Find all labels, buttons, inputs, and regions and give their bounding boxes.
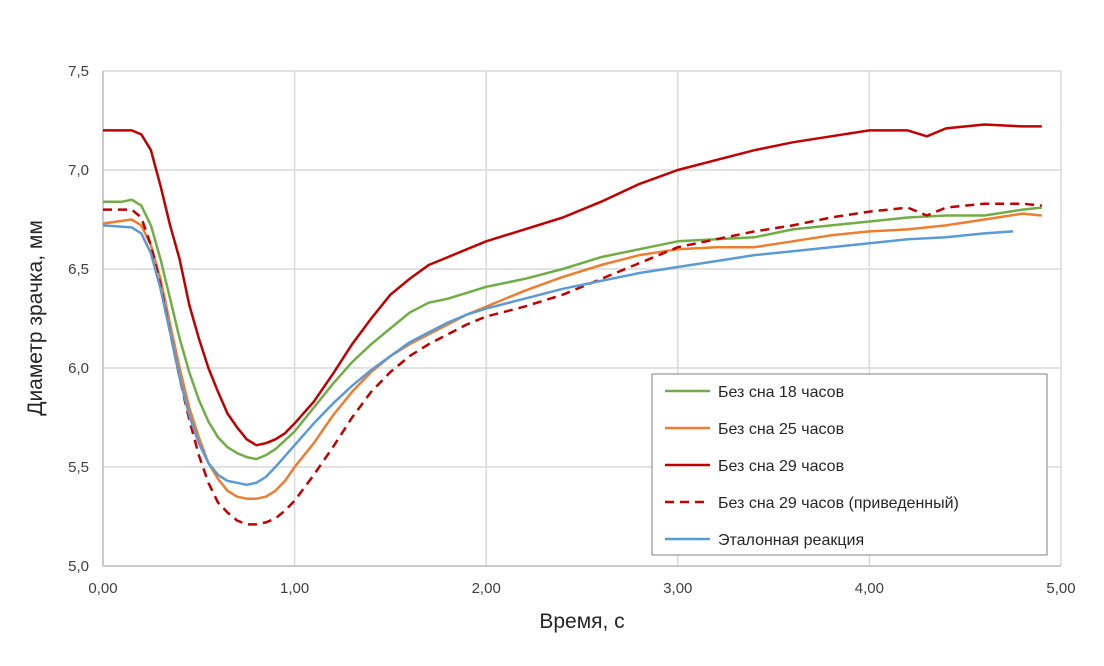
y-tick-label: 7,5 — [68, 63, 89, 80]
series-line-3 — [103, 202, 1042, 526]
series-line-1 — [102, 212, 1042, 500]
series-line-4 — [102, 224, 1014, 487]
x-tick-label: 4,00 — [855, 580, 884, 597]
series-line-0 — [103, 198, 1042, 461]
y-tick-label: 6,5 — [68, 261, 89, 278]
series-line-2 — [103, 123, 1042, 447]
x-tick-label: 2,00 — [472, 580, 501, 597]
legend-label: Без сна 18 часов — [718, 384, 844, 401]
x-tick-label: 1,00 — [280, 580, 309, 597]
gridlines — [102, 70, 1062, 567]
legend: Без сна 18 часов Без сна 25 часов Без сна … — [651, 373, 1048, 556]
legend-label: Без сна 29 часов (приведенный) — [718, 495, 959, 512]
y-tick-label: 6,0 — [68, 360, 89, 377]
y-tick-label: 5,5 — [68, 459, 89, 476]
legend-label: Без сна 25 часов — [718, 421, 844, 438]
x-tick-label: 3,00 — [663, 580, 692, 597]
tick-labels: 5,0 5,5 6,0 6,5 7,0 7,5 0,00 1,00 2,00 3,00 4,00 5,… — [68, 63, 1075, 597]
legend-label: Без сна 29 часов — [718, 458, 844, 475]
legend-label: Эталонная реакция — [718, 532, 864, 549]
y-tick-label: 7,0 — [68, 162, 89, 179]
y-tick-label: 5,0 — [68, 558, 89, 575]
x-axis-title: Время, с — [539, 610, 624, 633]
x-tick-label: 5,00 — [1046, 580, 1075, 597]
y-axis-title: Диаметр зрачка, мм — [24, 220, 47, 416]
x-tick-label: 0,00 — [88, 580, 117, 597]
series-lines — [102, 123, 1042, 526]
